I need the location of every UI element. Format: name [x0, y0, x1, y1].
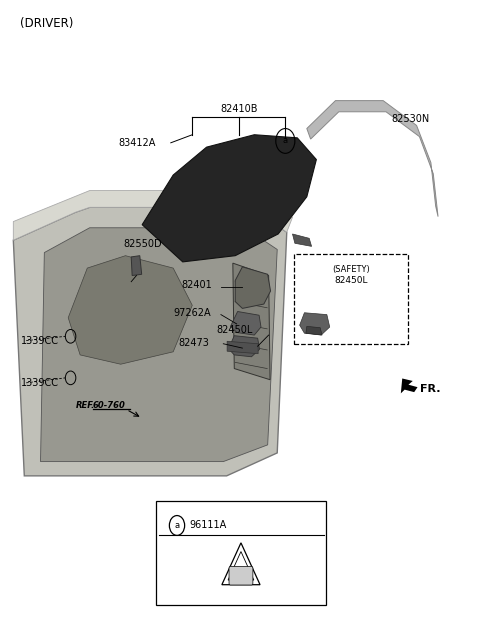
Polygon shape — [230, 312, 261, 335]
Polygon shape — [13, 191, 292, 240]
Text: FR.: FR. — [420, 384, 441, 394]
Polygon shape — [228, 551, 254, 580]
Text: 82530N: 82530N — [392, 114, 430, 124]
Text: 82401: 82401 — [182, 280, 213, 290]
Text: 96111A: 96111A — [189, 520, 226, 530]
Text: (DRIVER): (DRIVER) — [21, 17, 74, 30]
Text: 60-760: 60-760 — [93, 401, 126, 411]
Text: 1339CC: 1339CC — [21, 336, 59, 346]
Text: 83412A: 83412A — [118, 138, 156, 148]
FancyBboxPatch shape — [294, 254, 408, 345]
Polygon shape — [307, 101, 438, 217]
Polygon shape — [142, 135, 316, 262]
FancyBboxPatch shape — [156, 501, 326, 605]
Text: REF.: REF. — [75, 401, 95, 411]
FancyBboxPatch shape — [229, 566, 253, 585]
Text: 82550D: 82550D — [123, 239, 162, 249]
Polygon shape — [233, 263, 270, 380]
Polygon shape — [222, 543, 260, 585]
Polygon shape — [227, 341, 258, 354]
Text: 1339CC: 1339CC — [21, 378, 59, 388]
Polygon shape — [235, 267, 271, 308]
Polygon shape — [401, 379, 418, 393]
Polygon shape — [40, 228, 277, 462]
Polygon shape — [228, 336, 260, 357]
Polygon shape — [306, 326, 322, 335]
Text: 82410B: 82410B — [220, 104, 258, 114]
Text: a: a — [174, 521, 180, 530]
Polygon shape — [13, 207, 287, 476]
Polygon shape — [68, 255, 192, 364]
Text: 82450L: 82450L — [335, 276, 368, 285]
Text: 82473: 82473 — [178, 338, 209, 348]
Polygon shape — [300, 313, 330, 335]
Text: a: a — [283, 136, 288, 145]
Text: 97262A: 97262A — [173, 308, 211, 318]
Polygon shape — [292, 234, 312, 246]
Polygon shape — [131, 255, 142, 275]
Text: (SAFETY): (SAFETY) — [332, 265, 370, 274]
Text: 82450L: 82450L — [216, 325, 252, 335]
